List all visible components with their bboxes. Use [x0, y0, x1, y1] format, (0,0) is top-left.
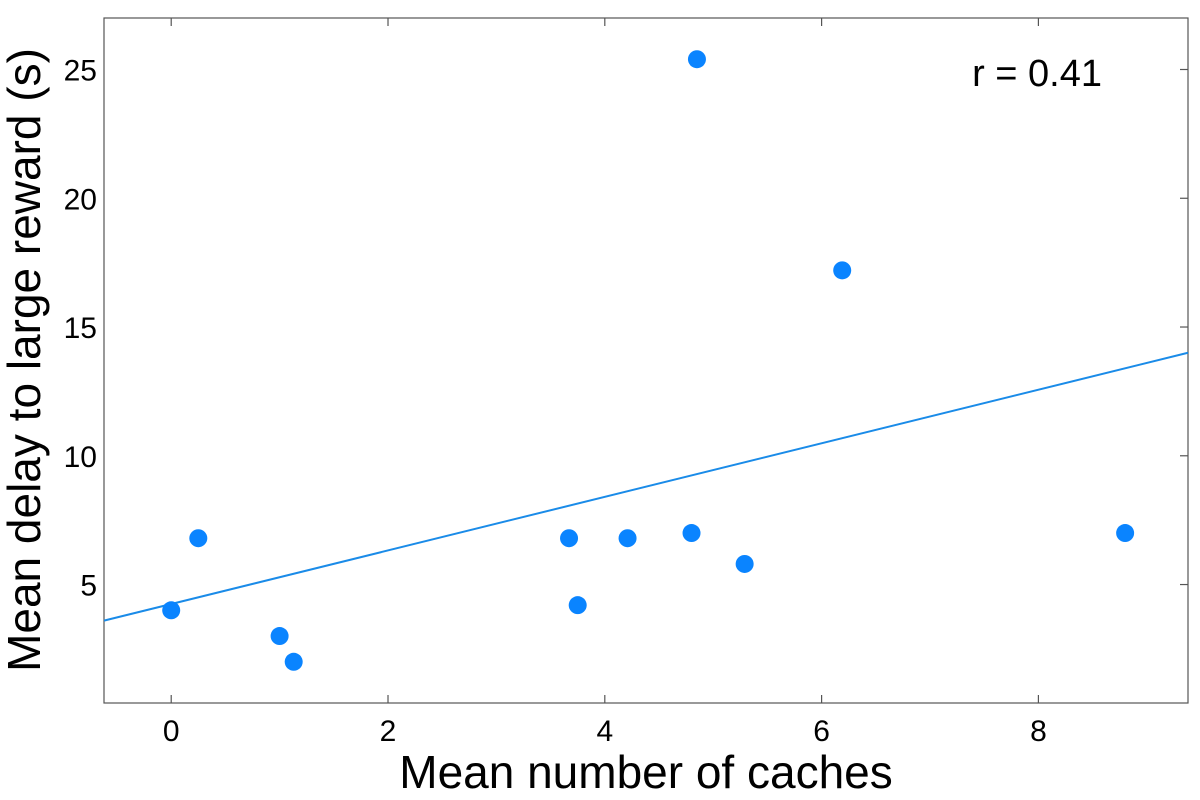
data-point	[833, 261, 852, 280]
x-tick-label: 2	[380, 715, 397, 748]
x-tick-label: 8	[1030, 715, 1047, 748]
regression-layer	[103, 351, 1189, 622]
y-tick-label: 10	[64, 441, 97, 474]
data-point	[735, 554, 754, 573]
y-tick-label: 5	[80, 570, 97, 603]
data-point	[284, 652, 303, 671]
y-tick-label: 25	[64, 55, 97, 88]
y-tick-label: 20	[64, 183, 97, 216]
data-point	[270, 627, 289, 646]
data-point	[560, 529, 579, 548]
regression-line	[103, 351, 1189, 622]
y-tick-label: 15	[64, 312, 97, 345]
y-axis-title: Mean delay to large reward (s)	[0, 48, 50, 672]
data-point	[687, 50, 706, 69]
data-point	[618, 529, 637, 548]
data-points	[162, 50, 1135, 671]
x-tick-label: 6	[813, 715, 830, 748]
axis-ticks	[170, 18, 1188, 703]
x-tick-label: 0	[163, 715, 180, 748]
data-point	[162, 601, 181, 620]
x-axis-title: Mean number of caches	[399, 746, 893, 798]
r-annotation: r = 0.41	[972, 53, 1102, 95]
data-point	[189, 529, 208, 548]
data-point	[568, 596, 587, 615]
data-point	[1116, 524, 1135, 543]
axis-tick-labels: 0 2 4 6 8 5 10 15 20 25	[64, 55, 1047, 748]
plot-frame	[103, 17, 1189, 704]
data-point	[682, 524, 701, 543]
x-tick-label: 4	[596, 715, 613, 748]
